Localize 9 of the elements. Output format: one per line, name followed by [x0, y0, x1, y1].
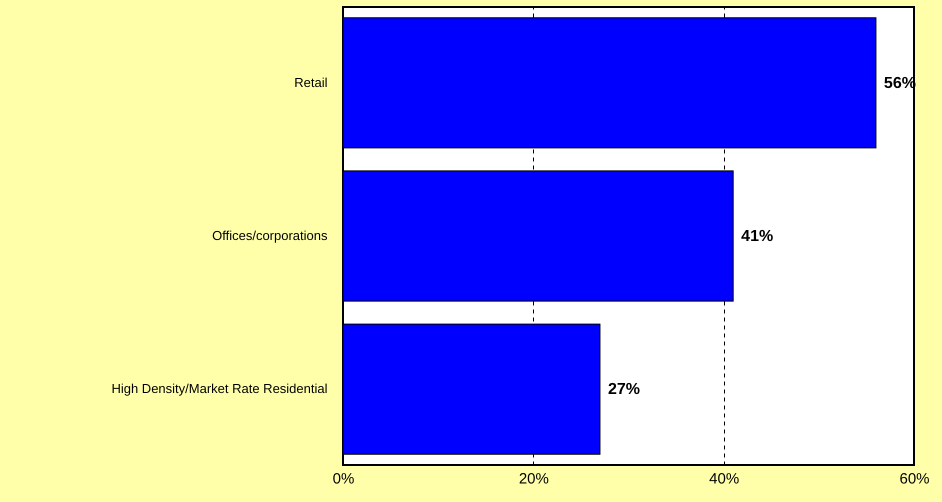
x-tick-label: 40%: [709, 470, 740, 488]
y-tick-label: High Density/Market Rate Residential: [111, 381, 328, 396]
x-tick-label: 60%: [899, 470, 930, 488]
x-tick-label: 20%: [518, 470, 549, 488]
y-tick-label: Retail: [294, 74, 328, 90]
data-label: 27%: [608, 381, 640, 398]
x-tick-label: 0%: [332, 470, 354, 488]
data-label: 41%: [741, 228, 774, 245]
y-tick-label: Offices/corporations: [212, 228, 328, 243]
